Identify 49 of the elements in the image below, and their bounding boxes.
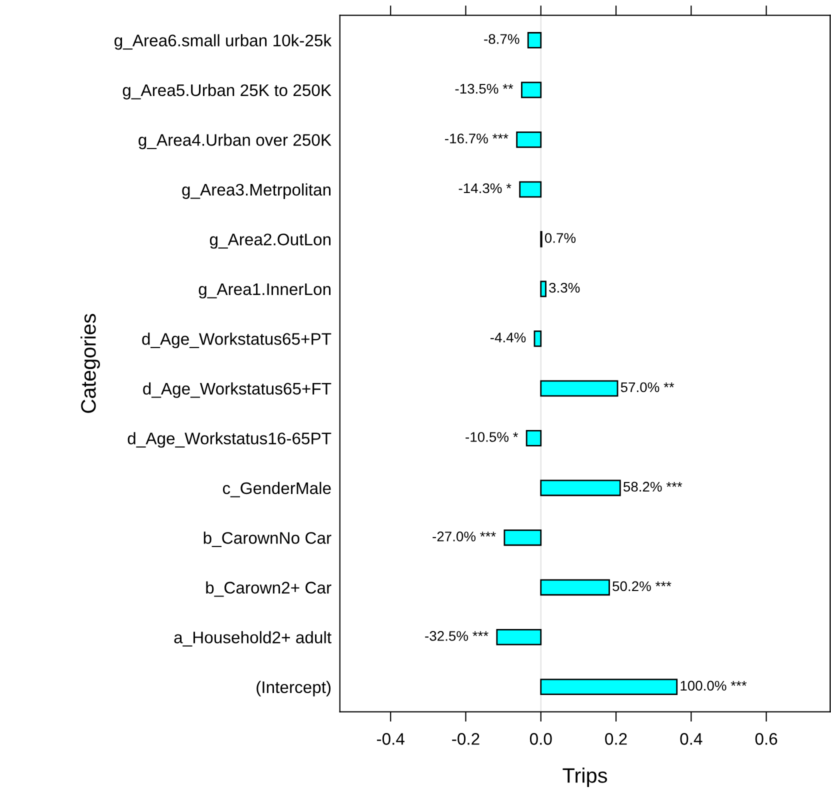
annotation: 50.2% *** — [612, 581, 672, 592]
y-tick-label: g_Area6.small urban 10k-25k — [114, 34, 332, 50]
bar — [526, 430, 542, 446]
bar — [504, 530, 542, 546]
bar — [534, 330, 542, 347]
y-tick-label: b_CarownNo Car — [204, 532, 332, 548]
y-tick-label: g_Area4.Urban over 250K — [138, 134, 332, 150]
y-tick-label: g_Area3.Metrpolitan — [182, 183, 330, 199]
bar — [516, 132, 542, 148]
bar — [540, 280, 546, 298]
bar — [540, 579, 610, 596]
annotation: -32.5% *** — [425, 631, 488, 641]
annotation: -8.7% — [484, 34, 520, 44]
y-axis-title: Categories — [80, 314, 100, 413]
y-tick-label: a_Household2+ adult — [174, 631, 332, 647]
y-tick-label: c_GenderMale — [222, 482, 331, 498]
annotation: 57.0% ** — [620, 382, 674, 392]
x-tick-label: -0.2 — [452, 733, 480, 745]
bar — [519, 181, 542, 198]
annotation: 3.3% — [549, 282, 580, 293]
annotation: -27.0% *** — [432, 532, 496, 542]
x-axis-title: Trips — [562, 768, 608, 788]
bar — [540, 380, 618, 397]
x-tick-label: 0.0 — [530, 733, 552, 745]
bar — [496, 629, 542, 646]
y-tick-label: (Intercept) — [256, 680, 331, 696]
y-tick-label: g_Area2.OutLon — [210, 234, 330, 249]
annotation: 100.0% *** — [680, 680, 747, 691]
y-tick-label: d_Age_Workstatus65+FT — [143, 382, 332, 398]
bar — [540, 678, 678, 696]
annotation: 58.2% *** — [623, 482, 682, 492]
annotation: -16.7% *** — [445, 134, 508, 144]
x-tick-label: 0.4 — [680, 733, 702, 745]
bar — [527, 32, 542, 48]
annotation: -14.3% * — [458, 183, 512, 194]
x-tick-label: -0.4 — [376, 733, 404, 745]
annotation: -13.5% ** — [455, 84, 514, 94]
y-tick-label: g_Area1.InnerLon — [198, 284, 330, 298]
y-tick-label: g_Area5.Urban 25K to 250K — [122, 84, 332, 100]
annotation: 0.7% — [544, 233, 576, 243]
y-tick-label: d_Age_Workstatus65+PT — [142, 332, 332, 348]
bar — [521, 82, 542, 98]
y-tick-label: b_Carown2+ Car — [206, 581, 332, 597]
y-tick-label: d_Age_Workstatus16-65PT — [128, 432, 332, 448]
x-tick-label: 0.2 — [605, 733, 627, 745]
annotation: -4.4% — [490, 332, 526, 342]
annotation: -10.5% * — [466, 432, 518, 442]
bar — [540, 480, 621, 496]
x-tick-label: 0.6 — [755, 733, 778, 745]
